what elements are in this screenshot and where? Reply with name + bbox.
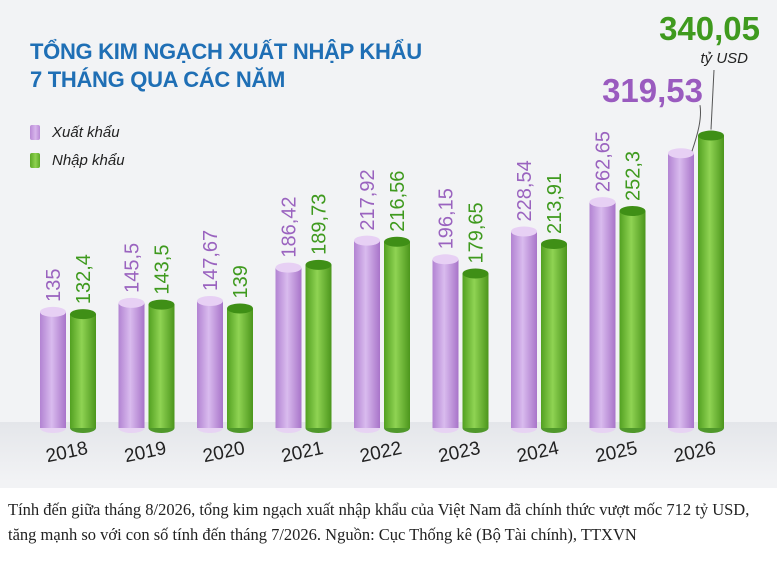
chart-legend: Xuất khẩu Nhập khẩu [30, 118, 125, 174]
bar-import-2021 [305, 259, 332, 433]
data-label-import-highlight: 340,05 [659, 10, 760, 47]
highlight-unit-label: tỷ USD [700, 50, 748, 67]
legend-label-import: Nhập khẩu [52, 151, 125, 169]
data-label-import: 139 [230, 265, 252, 298]
data-label-import: 216,56 [387, 171, 409, 232]
data-label-import: 143,5 [152, 245, 174, 295]
infographic: TỔNG KIM NGẠCH XUẤT NHẬP KHẨU 7 THÁNG QU… [0, 0, 777, 488]
legend-item-import: Nhập khẩu [30, 146, 125, 174]
bar-import-2020 [227, 303, 253, 433]
data-label-export-highlight: 319,53 [602, 72, 703, 109]
bar-import-2026 [698, 130, 724, 433]
bar-export-2024 [511, 226, 537, 433]
legend-swatch-import [30, 152, 40, 168]
bar-export-2026 [668, 148, 694, 433]
data-label-import: 132,4 [73, 254, 95, 304]
data-label-import: 213,91 [544, 173, 566, 234]
image-caption: Tính đến giữa tháng 8/2026, tổng kim ngạ… [8, 500, 750, 544]
bar-import-2023 [462, 268, 489, 433]
bar-export-2019 [118, 297, 145, 433]
chart-title-line-1: TỔNG KIM NGẠCH XUẤT NHẬP KHẨU [30, 39, 422, 64]
bar-export-2020 [197, 296, 223, 433]
data-label-import: 179,65 [466, 202, 488, 263]
data-label-export: 135 [43, 269, 65, 302]
legend-item-export: Xuất khẩu [30, 118, 125, 146]
leader-line-export [691, 105, 701, 152]
chart-title-line-2: 7 THÁNG QUA CÁC NĂM [30, 67, 286, 92]
bar-import-2025 [619, 206, 646, 433]
data-label-export: 196,15 [436, 188, 458, 249]
data-label-export: 228,54 [514, 160, 536, 221]
legend-swatch-export [30, 124, 40, 140]
data-label-export: 145,5 [122, 243, 144, 293]
data-label-import: 189,73 [309, 194, 331, 255]
data-label-export: 217,92 [357, 169, 379, 230]
bar-import-2018 [70, 309, 96, 433]
leader-line-import [710, 69, 715, 130]
bars-layer [0, 130, 777, 482]
data-label-export: 262,65 [593, 131, 615, 192]
bar-import-2022 [384, 236, 410, 433]
data-label-import: 252,3 [623, 151, 645, 201]
bar-export-2022 [354, 235, 380, 433]
bar-export-2021 [275, 262, 302, 433]
legend-label-export: Xuất khẩu [52, 123, 120, 141]
bar-export-2025 [589, 197, 616, 433]
chart-title: TỔNG KIM NGẠCH XUẤT NHẬP KHẨU 7 THÁNG QU… [30, 38, 422, 94]
data-label-export: 147,67 [200, 230, 222, 291]
bar-export-2018 [40, 306, 66, 433]
bar-import-2024 [541, 239, 567, 433]
bar-import-2019 [148, 299, 175, 433]
data-label-export: 186,42 [279, 197, 301, 258]
bar-export-2023 [432, 254, 459, 433]
